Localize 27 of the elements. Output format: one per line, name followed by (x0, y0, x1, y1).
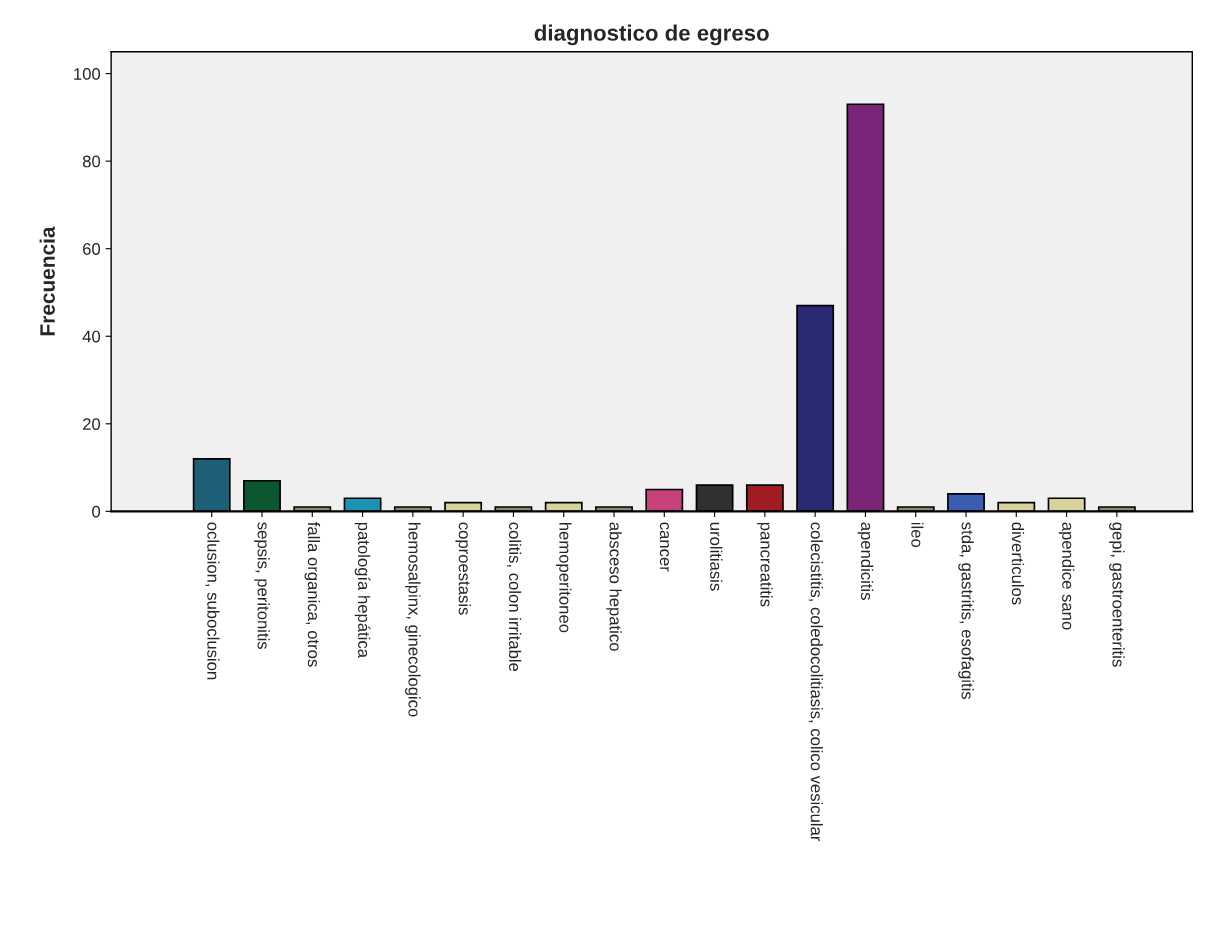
x-tick-label: pancreatitis (757, 522, 773, 607)
x-tick-label: coproestasis (455, 522, 471, 615)
y-tick-label: 60 (83, 243, 101, 255)
x-tick-label: cancer (659, 522, 669, 572)
x-tick-label: diverticulos (1011, 522, 1025, 605)
y-axis-title: Frecuencia (39, 226, 55, 336)
x-tick-label: sepsis, peritonitis (254, 522, 270, 650)
x-tick-label: absceso hepatico (606, 522, 622, 651)
x-tick-label: stda, gastritis, esofagitis (958, 522, 974, 700)
x-tick-label: oclusion, suboclusion (205, 522, 220, 680)
x-tick-label: apendicitis (857, 522, 874, 600)
x-tick-label: falla organica, otros (304, 522, 321, 667)
x-tick-label: hemosalpinx, ginecologico (405, 522, 421, 717)
x-tick-label: gepi, gastroenteritis (1109, 522, 1125, 667)
y-tick-label: 0 (92, 505, 101, 518)
x-tick-label: colecistitis, coledocolitiasis, colico vesicular (808, 522, 823, 842)
y-tick-label: 20 (83, 418, 101, 431)
y-tick-label: 100 (74, 67, 101, 80)
x-tick-label: hemoperitoneo (555, 522, 572, 633)
x-tick-label: urolitiasis (710, 522, 723, 591)
x-tick-label: apendice sano (1058, 522, 1075, 630)
chart-title: diagnostico de egreso (534, 24, 769, 46)
x-tick-label: colitis, colon irritable (506, 522, 522, 672)
y-tick-label: 40 (82, 330, 101, 343)
y-tick-label: 80 (82, 155, 101, 168)
x-tick-label: patología hepática (354, 522, 371, 658)
x-tick-label: ileo (911, 522, 924, 548)
